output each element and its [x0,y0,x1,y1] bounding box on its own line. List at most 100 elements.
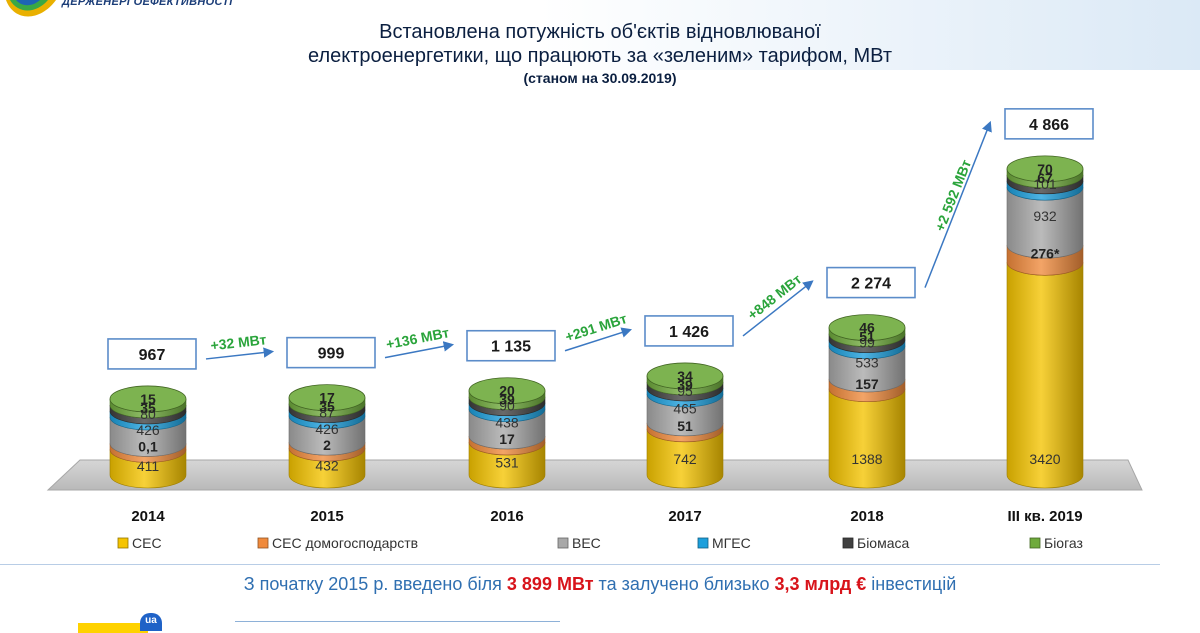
legend-swatch [557,537,569,549]
total-box-2017: 1 426 [644,315,734,347]
footer-ua-badge: ua [140,613,162,631]
legend-item-МГЕС: МГЕС [697,535,751,551]
increment-arrow [564,327,633,352]
total-box-2014: 967 [107,338,197,370]
segment-СЕС-2018 [828,388,906,489]
total-box-III кв. 2019: 4 866 [1004,108,1094,140]
bar-top-2017 [646,362,724,390]
total-value-2017: 1 426 [669,324,709,341]
increment-4: +848 МВт [742,271,814,337]
bar-top-III кв. 2019 [1006,155,1084,183]
increment-label: +32 МВт [210,331,268,353]
note-suffix: інвестицій [871,574,957,594]
label-Біомаса-2018: 51 [859,329,875,345]
total-box-2015: 999 [286,336,376,369]
chart-title-line-1: Встановлена потужність об'єктів відновлю… [379,21,821,43]
total-value-2016: 1 135 [491,339,531,356]
x-tick-label: III кв. 2019 [1007,508,1082,525]
label-СЕС домогосподарств-2014: 0,1 [138,438,158,454]
legend-swatch [117,537,129,549]
bar-top-2016 [468,377,546,405]
chart-subtitle: (станом на 30.09.2019) [523,70,677,86]
chart-title: Встановлена потужність об'єктів відновлю… [0,20,1200,88]
legend-swatch [697,537,709,549]
increment-arrow [384,341,455,359]
x-tick-label: 2015 [310,508,343,525]
label-СЕС домогосподарств-III кв. 2019: 276* [1031,246,1060,262]
label-Біомаса-2014: 35 [140,400,156,416]
increment-arrow [205,347,275,360]
total-value-2014: 967 [139,347,166,364]
label-СЕС домогосподарств-2016: 17 [499,431,515,447]
label-ВЕС-2015: 426 [315,421,339,437]
legend-item-СЕС: СЕС [117,535,162,551]
label-Біогаз-III кв. 2019: 70 [1037,161,1053,177]
increment-1: +32 МВт [205,331,275,360]
label-Біогаз-2017: 34 [677,368,693,384]
note-capacity-value: 3 899 МВт [506,574,594,594]
bar-top-2018 [828,314,906,341]
increment-label: +136 МВт [385,324,451,352]
legend-item-ВЕС: ВЕС [557,535,601,551]
label-МГЕС-2018: 99 [859,335,875,351]
legend-label: МГЕС [712,535,751,551]
label-Біомаса-2015: 35 [319,399,335,415]
label-МГЕС-2017: 95 [677,383,693,399]
label-СЕС-2014: 411 [137,458,160,474]
label-ВЕС-III кв. 2019: 932 [1033,208,1057,224]
footer-flag-stripe [78,623,148,633]
label-ВЕС-2014: 426 [136,422,160,438]
label-Біогаз-2014: 15 [140,391,156,407]
label-СЕС-2017: 742 [673,451,697,467]
x-tick-label: 2014 [131,508,165,525]
legend-item-Біогаз: Біогаз [1029,535,1083,551]
label-Біогаз-2015: 17 [319,390,335,406]
note-prefix: З початку 2015 р. введено біля [243,574,502,594]
bar-top-2015 [288,384,366,412]
increment-label: +291 МВт [563,310,629,345]
legend-item-СЕС домогосподарств: СЕС домогосподарств [257,535,418,551]
legend-swatch [1029,537,1041,549]
label-МГЕС-2015: 87 [319,405,335,421]
legend-swatch [257,537,269,549]
total-box-2016: 1 135 [466,329,556,362]
agency-name: ДЕРЖЕНЕРГОЕФЕКТИВНОСТІ [62,0,233,8]
label-ВЕС-2016: 438 [495,414,519,430]
chart-floor [46,459,1143,491]
label-СЕС домогосподарств-2017: 51 [677,418,693,434]
footer-line [235,621,560,622]
header-band [0,0,1200,70]
label-СЕС-III кв. 2019: 3420 [1029,451,1060,467]
legend-label: Біомаса [857,535,909,551]
legend-swatch [842,537,854,549]
increment-arrow [924,120,992,288]
legend-label: ВЕС [572,535,601,551]
investment-note: З початку 2015 р. введено біля 3 899 МВт… [0,574,1200,595]
legend-label: СЕС домогосподарств [272,535,418,551]
label-СЕС домогосподарств-2018: 157 [855,376,879,392]
label-СЕС домогосподарств-2015: 2 [323,437,331,453]
label-МГЕС-2014: 80 [140,406,156,422]
chart-title-line-2: електроенергетики, що працюють за «зелен… [308,45,892,67]
total-value-III кв. 2019: 4 866 [1029,117,1069,134]
increment-2: +136 МВт [384,324,455,359]
legend-label: СЕС [132,535,162,551]
legend-label: Біогаз [1044,535,1083,551]
agency-logo-icon [6,0,56,17]
note-middle: та залучено близько [598,574,770,594]
label-ВЕС-2017: 465 [673,400,697,416]
label-Біогаз-2016: 20 [499,383,515,399]
increment-arrow [742,280,814,337]
x-tick-label: 2016 [490,508,523,525]
separator-line [0,564,1160,565]
total-value-2018: 2 274 [851,276,891,293]
increment-label: +848 МВт [744,271,804,323]
label-Біогаз-2018: 46 [859,320,875,336]
note-investment-value: 3,3 млрд € [774,574,867,594]
